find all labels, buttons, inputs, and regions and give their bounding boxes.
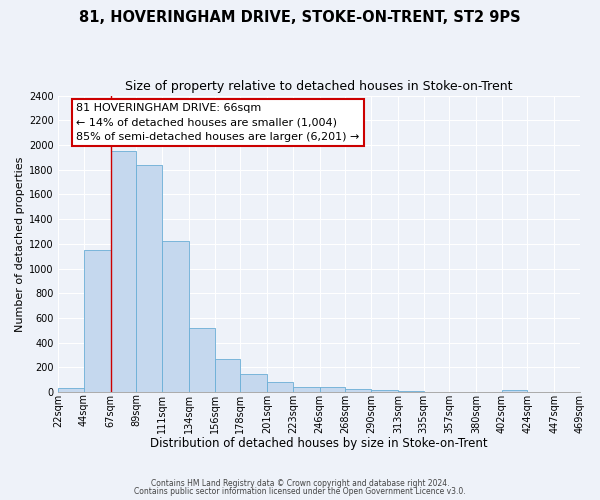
X-axis label: Distribution of detached houses by size in Stoke-on-Trent: Distribution of detached houses by size …	[150, 437, 488, 450]
Bar	[162, 242, 189, 392]
Bar	[84, 250, 110, 392]
Y-axis label: Number of detached properties: Number of detached properties	[15, 156, 25, 332]
Bar	[189, 328, 215, 392]
Bar	[371, 390, 398, 392]
Bar	[240, 374, 267, 392]
Bar	[346, 389, 371, 392]
Bar	[267, 382, 293, 392]
Text: 81 HOVERINGHAM DRIVE: 66sqm
← 14% of detached houses are smaller (1,004)
85% of : 81 HOVERINGHAM DRIVE: 66sqm ← 14% of det…	[76, 103, 360, 142]
Bar	[215, 360, 240, 392]
Bar	[58, 388, 84, 392]
Text: Contains public sector information licensed under the Open Government Licence v3: Contains public sector information licen…	[134, 487, 466, 496]
Bar	[110, 151, 136, 392]
Text: 81, HOVERINGHAM DRIVE, STOKE-ON-TRENT, ST2 9PS: 81, HOVERINGHAM DRIVE, STOKE-ON-TRENT, S…	[79, 10, 521, 25]
Bar	[293, 386, 320, 392]
Bar	[320, 387, 346, 392]
Bar	[136, 164, 162, 392]
Text: Contains HM Land Registry data © Crown copyright and database right 2024.: Contains HM Land Registry data © Crown c…	[151, 478, 449, 488]
Title: Size of property relative to detached houses in Stoke-on-Trent: Size of property relative to detached ho…	[125, 80, 513, 93]
Bar	[502, 390, 527, 392]
